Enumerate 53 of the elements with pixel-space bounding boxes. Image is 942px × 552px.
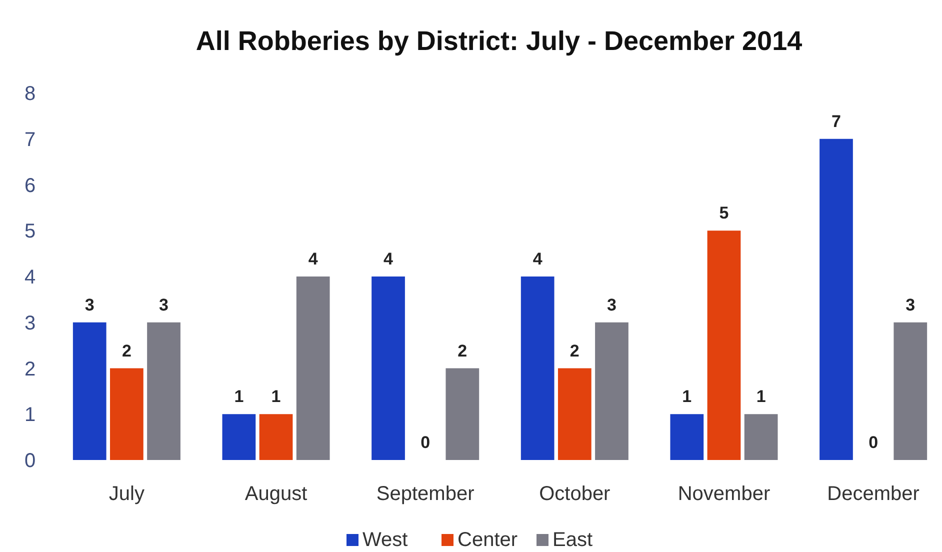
- data-label: 2: [570, 341, 580, 360]
- data-label: 3: [906, 295, 916, 314]
- bar: [744, 414, 778, 460]
- x-tick-label: December: [827, 483, 920, 505]
- y-tick-label: 1: [24, 404, 36, 426]
- x-tick-label: August: [244, 483, 308, 505]
- bar: [222, 414, 256, 460]
- data-label: 1: [234, 387, 244, 406]
- bar: [707, 230, 741, 460]
- y-tick-label: 3: [24, 312, 36, 334]
- bar: [894, 322, 928, 460]
- data-label: 0: [868, 433, 878, 452]
- data-label: 4: [384, 250, 394, 268]
- x-tick-label: July: [108, 483, 144, 505]
- data-label: 1: [756, 387, 766, 406]
- bar: [520, 276, 554, 460]
- data-label: 3: [607, 295, 616, 314]
- data-label: 7: [832, 112, 841, 131]
- bar: [372, 276, 405, 460]
- y-tick-label: 2: [24, 358, 36, 380]
- data-label: 3: [84, 295, 94, 314]
- bar: [446, 368, 480, 460]
- data-label: 1: [271, 387, 281, 406]
- bar: [558, 368, 592, 460]
- y-tick-label: 8: [24, 83, 36, 105]
- data-label: 2: [122, 341, 132, 360]
- y-tick-label: 7: [24, 128, 36, 151]
- data-label: 2: [458, 341, 468, 360]
- data-label: 5: [719, 204, 729, 223]
- bar: [259, 414, 293, 460]
- legend-label: Center: [458, 529, 518, 551]
- y-tick-label: 5: [24, 220, 36, 243]
- x-tick-label: October: [539, 483, 611, 505]
- data-label: 4: [532, 250, 543, 268]
- data-label: 3: [159, 295, 168, 314]
- bar: [147, 322, 180, 460]
- y-tick-label: 6: [24, 174, 36, 197]
- bar: [820, 138, 853, 460]
- legend-label: West: [362, 529, 408, 551]
- y-tick-label: 0: [24, 450, 36, 472]
- x-tick-label: September: [376, 483, 475, 505]
- bar: [670, 414, 704, 460]
- bar: [72, 322, 106, 460]
- bar: [595, 322, 628, 460]
- data-label: 1: [682, 387, 692, 406]
- bar: [110, 368, 144, 460]
- data-label: 4: [308, 250, 318, 268]
- bar: [296, 276, 330, 460]
- legend-label: East: [552, 529, 593, 551]
- data-label: 0: [420, 433, 430, 452]
- y-tick-label: 4: [24, 266, 36, 288]
- x-tick-label: November: [678, 483, 770, 505]
- chart-title: All Robberies by District: July - December 2014: [196, 26, 802, 56]
